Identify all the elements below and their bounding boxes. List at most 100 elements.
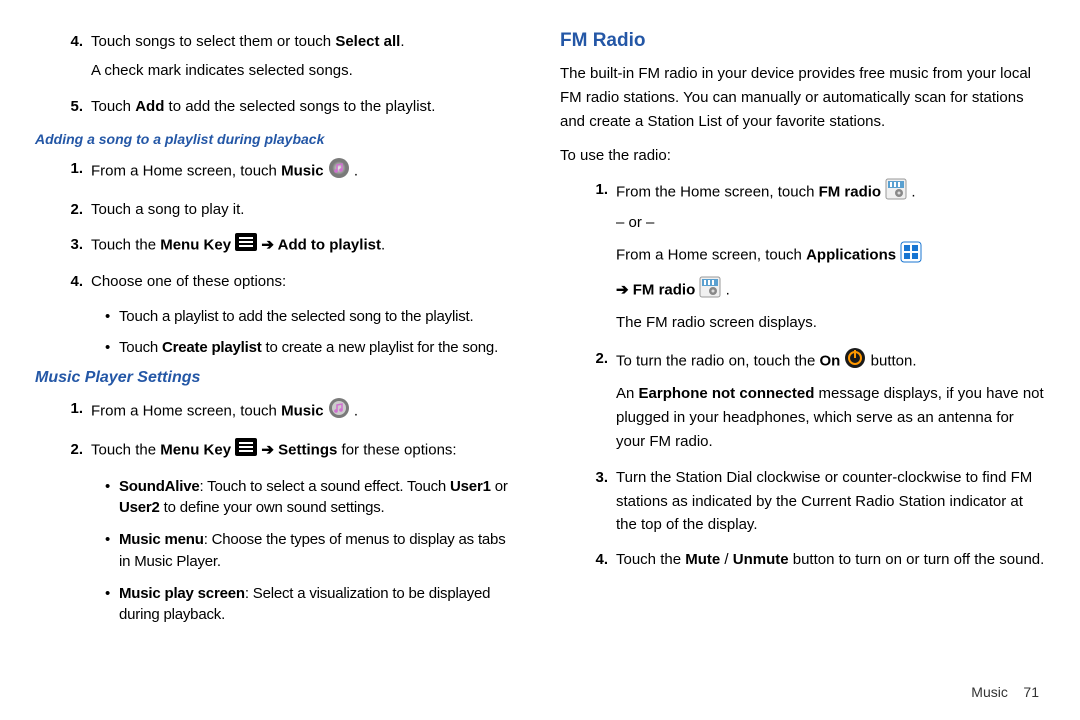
footer-page: 71 bbox=[1023, 684, 1039, 700]
bold-text: Music bbox=[281, 162, 324, 179]
text: . bbox=[907, 184, 915, 201]
bold-text: Add bbox=[135, 98, 164, 115]
menu-key-icon bbox=[235, 233, 257, 258]
list-item: 1. From the Home screen, touch FM radio … bbox=[590, 178, 1045, 335]
text: Touch bbox=[119, 339, 162, 356]
text: . bbox=[721, 281, 729, 298]
bullet-item: • SoundAlive: Touch to select a sound ef… bbox=[91, 476, 520, 520]
text: From the Home screen, touch bbox=[616, 184, 819, 201]
bold-text: Earphone not connected bbox=[639, 385, 815, 402]
text: Touch the bbox=[91, 237, 160, 254]
text: : Touch to select a sound effect. Touch bbox=[200, 478, 451, 495]
fm-radio-icon bbox=[885, 178, 907, 207]
text: to define your own sound settings. bbox=[160, 499, 385, 516]
bold-text: Settings bbox=[278, 442, 337, 459]
menu-key-icon bbox=[235, 438, 257, 463]
bold-text: Music play screen bbox=[119, 585, 245, 602]
list-item: 1. From a Home screen, touch Music . bbox=[65, 157, 520, 186]
item-number: 5. bbox=[65, 95, 91, 118]
list-item: 2. Touch the Menu Key ➔ Settings for the… bbox=[65, 438, 520, 463]
item-number: 4. bbox=[590, 548, 616, 571]
fm-radio-icon bbox=[699, 276, 721, 305]
item-number: 1. bbox=[590, 178, 616, 335]
arrow: ➔ bbox=[616, 281, 633, 298]
bold-text: SoundAlive bbox=[119, 478, 200, 495]
paragraph: The built-in FM radio in your device pro… bbox=[560, 62, 1045, 134]
text: The FM radio screen displays. bbox=[616, 311, 1045, 335]
list-item: 3. Turn the Station Dial clockwise or co… bbox=[590, 466, 1045, 536]
text: . bbox=[350, 162, 358, 179]
bold-text: Menu Key bbox=[160, 442, 231, 459]
bold-text: Mute bbox=[685, 551, 720, 568]
list-item: 5. Touch Add to add the selected songs t… bbox=[65, 95, 520, 118]
text: Touch songs to select them or touch bbox=[91, 33, 335, 50]
footer-section: Music bbox=[971, 684, 1008, 700]
item-number: 3. bbox=[590, 466, 616, 536]
text: From a Home screen, touch bbox=[91, 403, 281, 420]
bold-text: FM radio bbox=[819, 184, 882, 201]
applications-icon bbox=[900, 241, 922, 270]
item-number: 4. bbox=[65, 270, 91, 293]
bold-text: Music menu bbox=[119, 531, 204, 548]
or-text: – or – bbox=[616, 211, 1045, 234]
text: or bbox=[491, 478, 508, 495]
text: . bbox=[350, 403, 358, 420]
list-item: 4. Touch songs to select them or touch S… bbox=[65, 30, 520, 83]
text: to create a new playlist for the song. bbox=[262, 339, 499, 356]
bullet-item: • Music menu: Choose the types of menus … bbox=[91, 529, 520, 573]
bold-text: Create playlist bbox=[162, 339, 262, 356]
bold-text: On bbox=[819, 353, 840, 370]
arrow: ➔ bbox=[261, 442, 278, 459]
text: Touch the bbox=[91, 442, 160, 459]
music-icon bbox=[328, 157, 350, 186]
item-number: 2. bbox=[65, 438, 91, 463]
text: . bbox=[400, 33, 404, 50]
list-item: 3. Touch the Menu Key ➔ Add to playlist. bbox=[65, 233, 520, 258]
item-number: 2. bbox=[65, 198, 91, 221]
text: Choose one of these options: bbox=[91, 270, 520, 293]
text: to add the selected songs to the playlis… bbox=[164, 98, 435, 115]
text: An bbox=[616, 385, 639, 402]
bold-text: User2 bbox=[119, 499, 160, 516]
power-icon bbox=[844, 347, 866, 376]
text: Touch a song to play it. bbox=[91, 198, 520, 221]
text: Turn the Station Dial clockwise or count… bbox=[616, 466, 1045, 536]
item-number: 2. bbox=[590, 347, 616, 454]
bullet-item: • Touch Create playlist to create a new … bbox=[91, 337, 520, 359]
text: / bbox=[720, 551, 733, 568]
section-heading: FM Radio bbox=[560, 30, 1045, 52]
bold-text: FM radio bbox=[633, 281, 696, 298]
text: To turn the radio on, touch the bbox=[616, 353, 819, 370]
right-column: FM Radio The built-in FM radio in your d… bbox=[560, 30, 1045, 674]
item-number: 3. bbox=[65, 233, 91, 258]
text: From a Home screen, touch bbox=[616, 246, 806, 263]
subsection-heading: Adding a song to a playlist during playb… bbox=[35, 131, 520, 147]
music-icon bbox=[328, 397, 350, 426]
page-columns: 4. Touch songs to select them or touch S… bbox=[35, 30, 1045, 674]
item-number: 1. bbox=[65, 157, 91, 186]
bullet-item: • Music play screen: Select a visualizat… bbox=[91, 583, 520, 627]
arrow: ➔ bbox=[261, 237, 277, 254]
text: Touch bbox=[91, 98, 135, 115]
sub-text: A check mark indicates selected songs. bbox=[91, 59, 520, 83]
left-column: 4. Touch songs to select them or touch S… bbox=[35, 30, 520, 674]
bold-text: Select all bbox=[335, 33, 400, 50]
list-item: 1. From a Home screen, touch Music . bbox=[65, 397, 520, 426]
bullet-item: • Touch a playlist to add the selected s… bbox=[91, 306, 520, 328]
bold-text: User1 bbox=[450, 478, 491, 495]
item-number: 1. bbox=[65, 397, 91, 426]
list-item: 4. Touch the Mute / Unmute button to tur… bbox=[590, 548, 1045, 571]
text: button to turn on or turn off the sound. bbox=[789, 551, 1045, 568]
paragraph: To use the radio: bbox=[560, 144, 1045, 168]
bold-text: Add to playlist bbox=[278, 237, 381, 254]
subsection-heading: Music Player Settings bbox=[35, 369, 520, 387]
text: . bbox=[381, 237, 385, 254]
item-number: 4. bbox=[65, 30, 91, 83]
text: From a Home screen, touch bbox=[91, 162, 281, 179]
page-footer: Music 71 bbox=[35, 674, 1045, 700]
bold-text: Applications bbox=[806, 246, 896, 263]
bold-text: Menu Key bbox=[160, 237, 231, 254]
list-item: 2. Touch a song to play it. bbox=[65, 198, 520, 221]
bold-text: Music bbox=[281, 403, 324, 420]
text: Touch the bbox=[616, 551, 685, 568]
